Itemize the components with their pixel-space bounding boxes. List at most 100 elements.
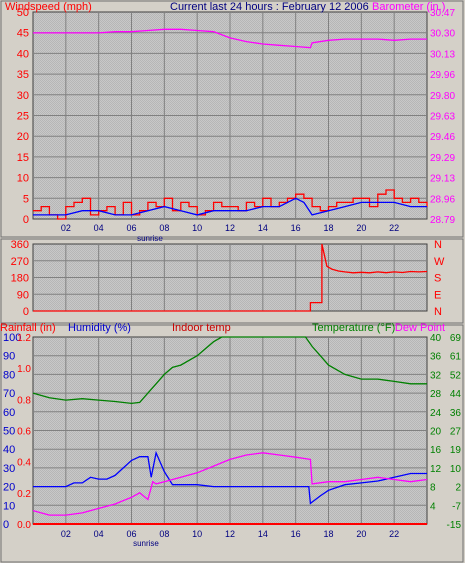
chart-title: Current last 24 hours : February 12 2006 [170, 1, 369, 13]
sunrise-label-bottom: sunrise [133, 539, 159, 548]
series-line-direction [33, 243, 428, 312]
direction-degree-tick-label: 90 [17, 289, 29, 301]
humidity-tick-label: 90 [3, 351, 15, 363]
windspeed-tick-label: 30 [17, 90, 29, 102]
barometer-tick-label: 29.29 [430, 153, 455, 164]
windspeed-tick-label: 35 [17, 69, 29, 81]
time-tick-label: 10 [192, 529, 202, 539]
humidity-axis-title: Humidity (%) [68, 322, 131, 334]
windspeed-tick-label: 0 [23, 214, 29, 226]
direction-degree-tick-label: 180 [11, 273, 29, 285]
tick-labels: 0510152025303540455028.7928.9629.1329.29… [3, 7, 461, 539]
humidity-tick-label: 50 [3, 426, 15, 438]
windspeed-tick-label: 20 [17, 131, 29, 143]
direction-degree-tick-label: 360 [11, 239, 29, 251]
temperature-tick-label: 28 [430, 389, 442, 400]
barometer-tick-label: 29.13 [430, 174, 455, 185]
series-line-gust [33, 197, 427, 216]
time-tick-label: 14 [258, 529, 268, 539]
rainfall-tick-label: 0.0 [17, 520, 31, 531]
time-tick-label: 02 [61, 223, 71, 233]
time-tick-label: 12 [225, 529, 235, 539]
temperature-tick-label: 16 [430, 445, 442, 456]
rainfall-tick-label: 0.4 [17, 458, 31, 469]
time-tick-label: 12 [225, 223, 235, 233]
temperature-tick-label: 32 [430, 370, 442, 381]
windspeed-tick-label: 15 [17, 152, 29, 164]
series-line-dew-point [32, 452, 428, 516]
temperature-tick-label: 4 [430, 501, 436, 512]
rainfall-tick-label: 1.0 [17, 364, 31, 375]
direction-compass-tick-label: W [434, 256, 445, 268]
humidity-tick-label: 60 [3, 407, 15, 419]
dew-point-tick-label: 2 [455, 483, 461, 494]
barometer-tick-label: 30.13 [430, 49, 455, 60]
time-tick-label: 08 [159, 223, 169, 233]
series-line-windspeed [33, 189, 428, 220]
humidity-tick-label: 70 [3, 388, 15, 400]
series-lines [32, 28, 428, 525]
temperature-tick-label: 36 [430, 352, 442, 363]
time-tick-label: 18 [323, 529, 333, 539]
barometer-tick-label: 29.96 [430, 70, 455, 81]
windspeed-tick-label: 50 [17, 7, 29, 19]
direction-compass-tick-label: S [434, 273, 441, 285]
windspeed-tick-label: 40 [17, 48, 29, 60]
dew-point-tick-label: 19 [450, 445, 462, 456]
dew-point-tick-label: 61 [450, 352, 462, 363]
dew-point-tick-label: 44 [450, 389, 462, 400]
barometer-tick-label: 30.30 [430, 29, 455, 40]
dew-point-tick-label: 10 [450, 464, 462, 475]
barometer-tick-label: 28.79 [430, 215, 455, 226]
time-tick-label: 08 [159, 529, 169, 539]
humidity-tick-label: 0 [3, 519, 9, 531]
time-tick-label: 20 [356, 529, 366, 539]
barometer-axis-title: Barometer (in.) [372, 1, 445, 13]
barometer-tick-label: 30.47 [430, 8, 455, 19]
time-tick-label: 20 [356, 223, 366, 233]
direction-compass-tick-label: N [434, 239, 442, 251]
dew-point-tick-label: 69 [450, 333, 462, 344]
time-tick-label: 06 [126, 529, 136, 539]
barometer-tick-label: 29.80 [430, 91, 455, 102]
direction-compass-tick-label: E [434, 289, 441, 301]
humidity-tick-label: 80 [3, 369, 15, 381]
windspeed-tick-label: 25 [17, 111, 29, 123]
time-tick-label: 18 [323, 223, 333, 233]
time-tick-label: 16 [291, 529, 301, 539]
rainfall-tick-label: 0.6 [17, 427, 31, 438]
time-tick-label: 14 [258, 223, 268, 233]
humidity-tick-label: 40 [3, 444, 15, 456]
temperature-tick-label: 24 [430, 408, 442, 419]
dew-point-axis-title: Dew Point [395, 322, 445, 334]
time-tick-label: 22 [389, 529, 399, 539]
time-tick-label: 06 [126, 223, 136, 233]
indoor-temp-title: Indoor temp [172, 322, 231, 334]
direction-compass-tick-label: N [434, 306, 442, 318]
time-tick-label: 22 [389, 223, 399, 233]
rainfall-axis-title: Rainfall (in) [0, 322, 56, 334]
series-line-humidity [33, 450, 427, 505]
windspeed-tick-label: 10 [17, 173, 29, 185]
direction-degree-tick-label: 0 [23, 306, 29, 318]
dew-point-tick-label: 52 [450, 370, 462, 381]
dew-point-tick-label: 27 [450, 427, 462, 438]
windspeed-tick-label: 5 [23, 193, 29, 205]
gridlines [33, 12, 427, 524]
series-line-temperature-f [32, 336, 427, 405]
temperature-axis-title: Temperature (°F) [312, 322, 395, 334]
series-line-barometer [33, 28, 427, 49]
barometer-tick-label: 28.96 [430, 194, 455, 205]
humidity-tick-label: 100 [3, 332, 21, 344]
time-tick-label: 10 [192, 223, 202, 233]
rainfall-tick-label: 0.8 [17, 395, 31, 406]
temperature-tick-label: 40 [430, 333, 442, 344]
barometer-tick-label: 29.46 [430, 132, 455, 143]
time-tick-label: 04 [94, 223, 104, 233]
humidity-tick-label: 20 [3, 482, 15, 494]
rainfall-tick-label: 0.2 [17, 489, 31, 500]
dew-point-tick-label: -15 [447, 520, 462, 531]
sunrise-label-top: sunrise [137, 234, 163, 243]
humidity-tick-label: 10 [3, 500, 15, 512]
direction-degree-tick-label: 270 [11, 256, 29, 268]
